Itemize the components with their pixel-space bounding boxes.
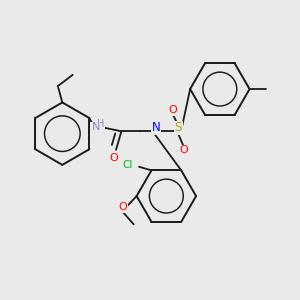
Text: N: N <box>152 121 160 134</box>
Text: O: O <box>109 153 118 163</box>
Text: S: S <box>175 121 182 134</box>
Text: O: O <box>180 145 189 155</box>
Text: O: O <box>168 106 177 116</box>
Text: Cl: Cl <box>123 160 133 170</box>
Text: N: N <box>92 122 100 132</box>
Text: H: H <box>97 119 105 129</box>
Text: O: O <box>119 202 128 212</box>
